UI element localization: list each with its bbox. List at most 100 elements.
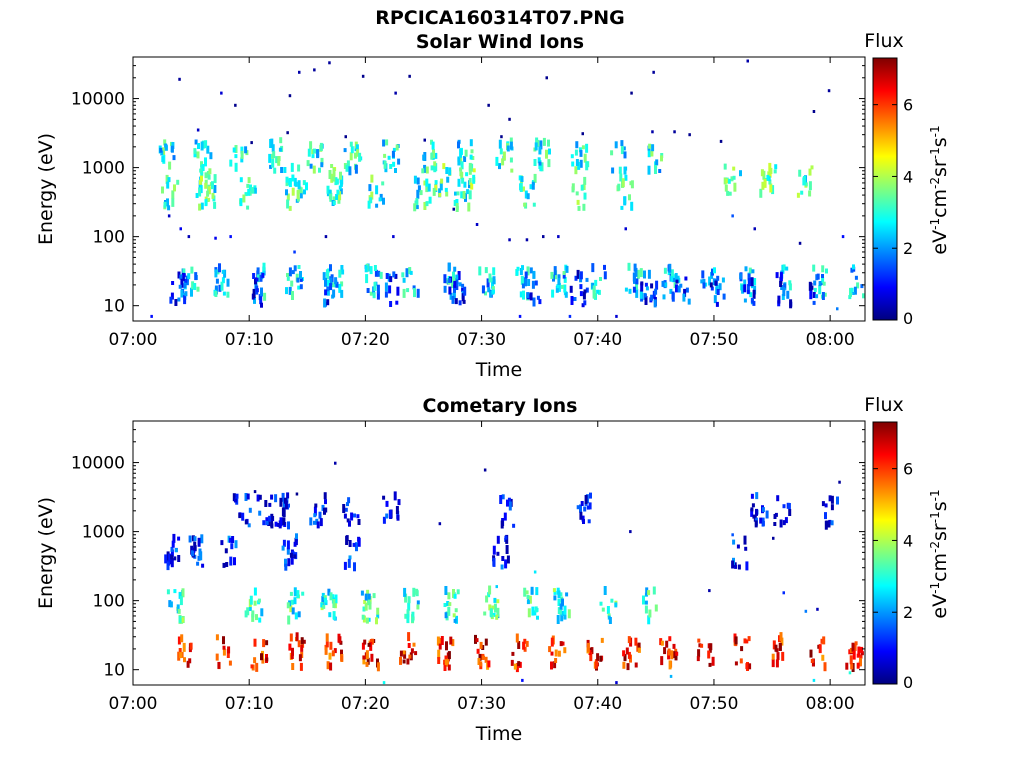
flux-cell	[397, 158, 401, 165]
flux-cell	[160, 150, 164, 156]
flux-cell	[459, 148, 463, 158]
flux-cell	[289, 605, 293, 613]
flux-cell	[445, 641, 448, 651]
flux-cell	[583, 289, 587, 294]
flux-cell	[557, 282, 561, 292]
flux-cell	[402, 277, 406, 283]
flux-cell	[466, 189, 470, 195]
flux-cell	[167, 205, 171, 211]
flux-cell	[774, 512, 778, 517]
flux-cell	[460, 161, 464, 170]
flux-cell	[194, 139, 198, 145]
flux-cell	[334, 461, 337, 465]
flux-cell	[339, 177, 343, 187]
flux-cell	[779, 632, 783, 642]
flux-cell	[169, 296, 173, 304]
flux-cell	[491, 280, 494, 289]
flux-cell	[537, 157, 541, 164]
flux-cell	[568, 314, 572, 318]
flux-cell	[385, 139, 389, 146]
flux-cell	[364, 593, 368, 601]
flux-cell	[654, 288, 658, 295]
flux-cell	[557, 599, 561, 606]
flux-cell	[624, 227, 627, 231]
flux-cell	[522, 186, 525, 192]
flux-cell	[341, 269, 345, 275]
flux-cell	[193, 541, 197, 551]
flux-cell	[413, 288, 416, 298]
x-tick-label: 07:30	[457, 694, 506, 714]
flux-cell	[560, 284, 564, 289]
flux-cell	[458, 282, 462, 287]
flux-cell	[744, 266, 748, 272]
flux-cell	[231, 536, 235, 543]
flux-cell	[462, 299, 466, 304]
flux-cell	[463, 286, 467, 296]
flux-cell	[550, 661, 553, 670]
flux-cell	[183, 657, 186, 663]
flux-cell	[404, 613, 408, 619]
flux-cell	[416, 177, 420, 185]
flux-cell	[396, 514, 400, 521]
flux-cell	[484, 656, 488, 663]
flux-cell	[453, 280, 457, 288]
flux-cell	[285, 189, 288, 196]
flux-cell	[413, 175, 417, 184]
flux-cell	[323, 595, 327, 601]
flux-cell	[464, 149, 468, 157]
flux-cell	[808, 190, 812, 197]
flux-cell	[563, 284, 567, 293]
flux-cell	[411, 611, 415, 617]
flux-cell	[260, 608, 264, 617]
flux-cell	[423, 180, 427, 186]
flux-cell	[828, 495, 832, 502]
flux-cell	[782, 504, 786, 509]
flux-cell	[550, 271, 554, 279]
flux-cell	[584, 495, 588, 504]
flux-cell	[476, 648, 480, 654]
flux-cell	[181, 588, 185, 598]
flux-cell	[323, 492, 327, 500]
flux-cell	[240, 157, 244, 163]
flux-cell	[280, 167, 284, 173]
solar-wind-plot-frame	[132, 56, 866, 322]
flux-cell	[273, 167, 277, 174]
flux-cell	[325, 269, 329, 277]
flux-cell	[585, 287, 589, 293]
flux-cell	[493, 603, 497, 613]
flux-cell	[547, 139, 550, 147]
flux-cell	[194, 272, 198, 281]
flux-cell	[326, 299, 330, 306]
flux-cell	[291, 174, 295, 182]
flux-cell	[365, 650, 369, 660]
flux-cell	[422, 154, 426, 161]
flux-cell	[491, 286, 495, 293]
flux-cell	[433, 166, 437, 173]
flux-cell	[471, 156, 475, 160]
flux-cell	[812, 264, 816, 272]
flux-cell	[187, 235, 191, 239]
flux-cell	[279, 497, 283, 507]
flux-cell	[457, 156, 461, 166]
flux-cell	[487, 660, 491, 668]
flux-cell	[240, 150, 244, 159]
colorbar-tick-label: 0	[903, 673, 913, 692]
flux-cell	[677, 285, 681, 293]
flux-cell	[818, 644, 822, 654]
flux-cell	[766, 174, 770, 181]
flux-cell	[302, 180, 306, 186]
flux-cell	[296, 190, 300, 200]
flux-cell	[299, 187, 303, 194]
flux-cell	[196, 286, 200, 292]
flux-cell	[446, 601, 450, 606]
flux-cell	[845, 662, 849, 670]
flux-cell	[808, 168, 812, 176]
flux-cell	[640, 282, 644, 292]
flux-cell	[812, 292, 816, 298]
flux-cell	[376, 284, 380, 294]
flux-cell	[258, 510, 262, 516]
flux-cell	[226, 291, 230, 298]
cometary-colorbar-label: Flux	[864, 394, 904, 416]
flux-cell	[338, 636, 342, 644]
flux-cell	[214, 236, 217, 240]
